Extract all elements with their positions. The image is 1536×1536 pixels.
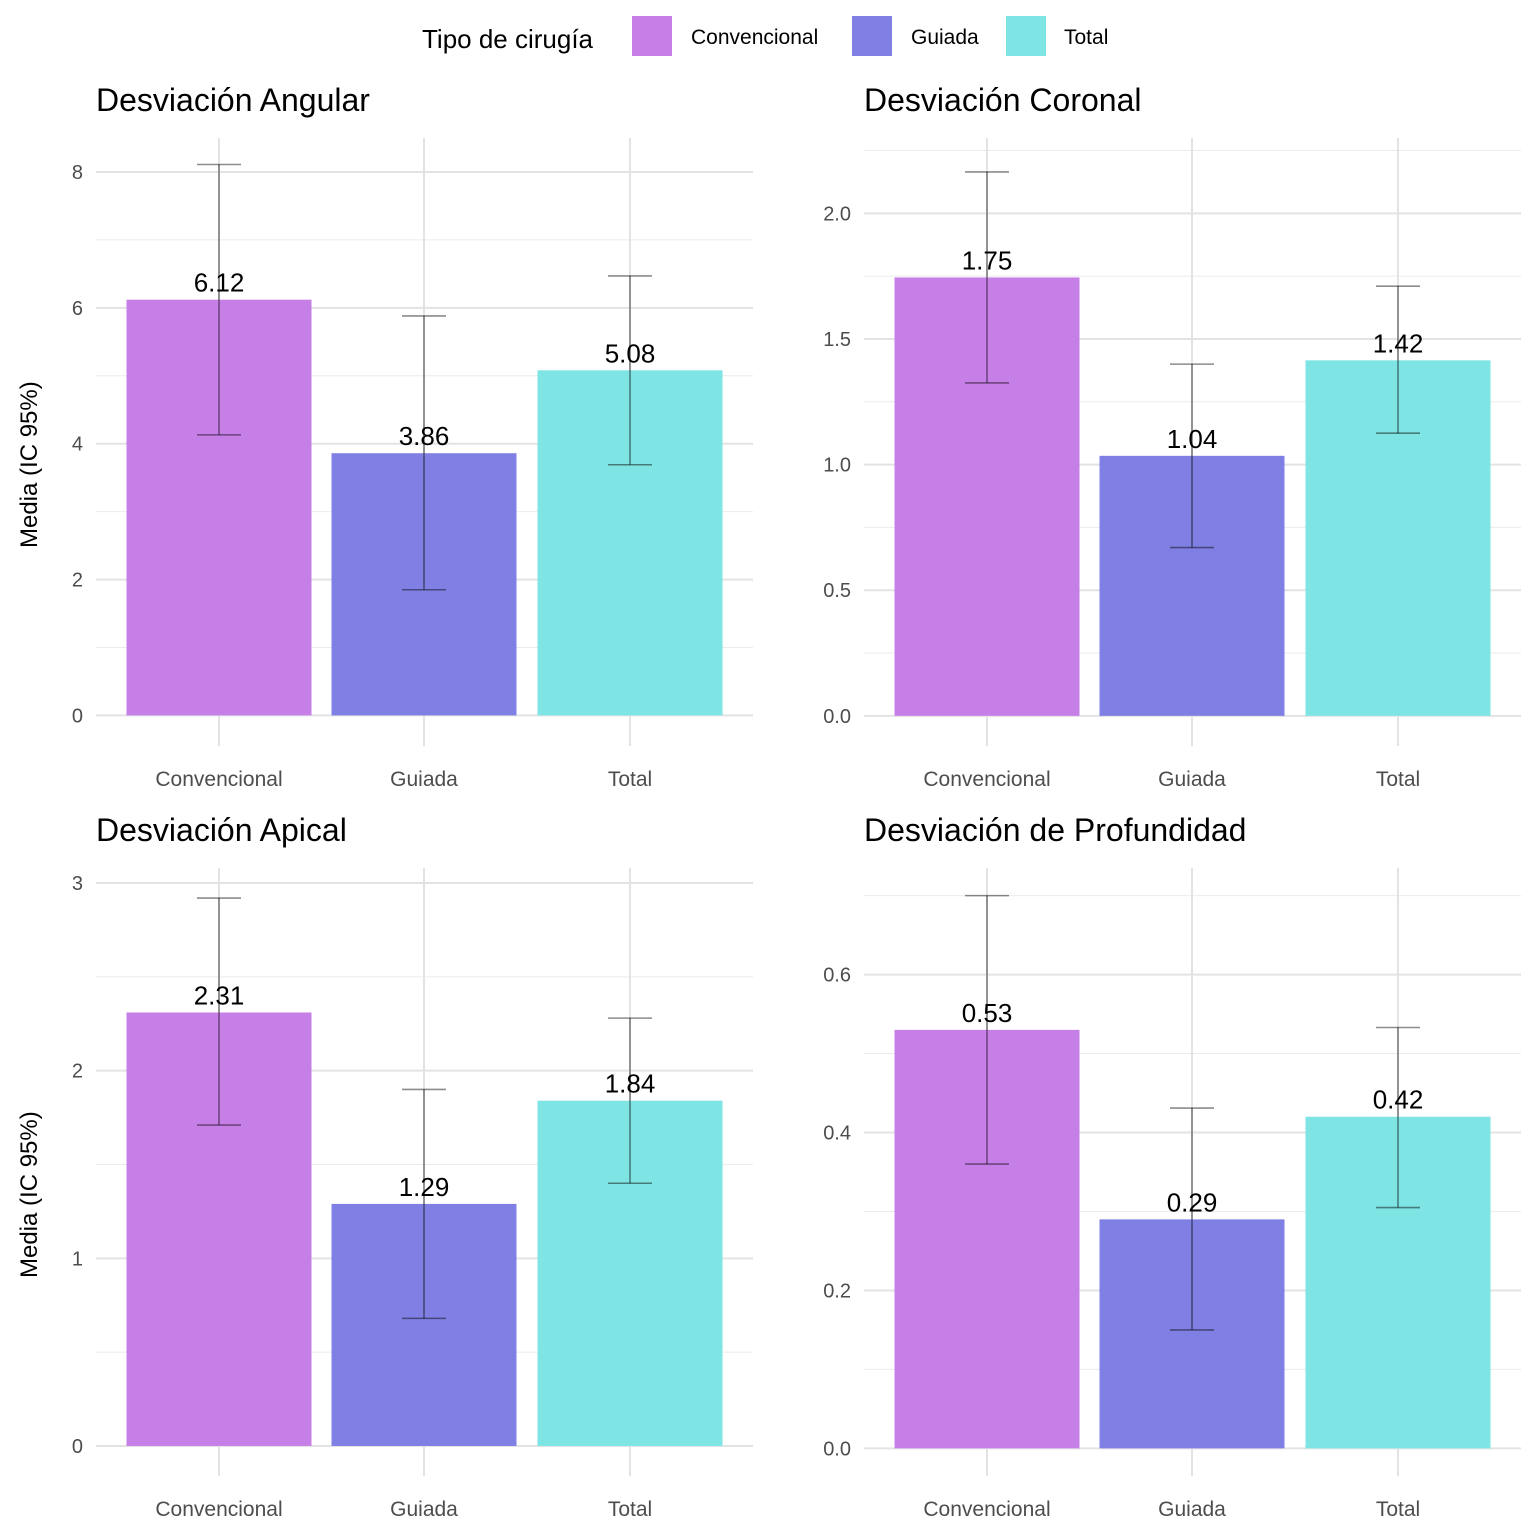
bar-total [1305,1116,1491,1449]
x-tick-label: Total [1376,768,1420,791]
x-tick-label: Convencional [155,1498,282,1521]
value-label: 1.29 [399,1172,450,1202]
panel-title: Desviación Apical [96,812,347,848]
error-bar [965,894,1009,1165]
y-tick-label: 1.0 [823,455,851,477]
bar-guiada [331,1203,517,1446]
error-bar [965,171,1009,384]
error-bar [197,897,241,1126]
y-tick-label: 0.6 [823,965,851,987]
plot-apical: 0 1 2 3 2.31 1.29 1.84 Convencional Guiada Total [72,868,753,1521]
value-label: 3.86 [399,421,450,451]
error-bar [608,275,652,466]
bar-convencional [894,1029,1080,1449]
legend: Tipo de cirugía Convencional Guiada Tota… [0,14,1536,62]
x-tick-label: Convencional [923,768,1050,791]
value-label: 5.08 [605,338,656,368]
panel-title: Desviación de Profundidad [864,812,1247,848]
error-bar [1170,1107,1214,1331]
bar-convencional [126,1012,312,1446]
y-tick-label: 0 [72,1436,83,1458]
x-tick-label: Guiada [390,768,458,791]
x-tick-label: Guiada [1158,768,1226,791]
legend-label-guiada: Guiada [911,26,979,49]
legend-label-total: Total [1064,26,1109,49]
y-tick-label: 1 [72,1248,83,1270]
legend-label-convencional: Convencional [691,26,819,49]
error-bar [608,1017,652,1185]
value-label: 0.42 [1373,1085,1424,1115]
y-tick-label: 2 [72,570,83,592]
plot-coronal: 0.0 0.5 1.0 1.5 2.0 1.75 1.04 1.42 Convencional G… [823,138,1521,791]
y-tick-label: 0.0 [823,1438,851,1460]
x-tick-label: Total [1376,1498,1420,1521]
y-tick-label: 2.0 [823,203,851,225]
x-tick-label: Convencional [923,1498,1050,1521]
y-tick-label: 0.4 [823,1123,851,1145]
plot-angular: 0 2 4 6 8 6.12 3.86 5.08 Convencional Guiada Total [72,138,753,791]
x-tick-label: Convencional [155,768,282,791]
x-tick-label: Guiada [390,1498,458,1521]
y-tick-label: 0.2 [823,1280,851,1302]
bar-total [537,370,723,716]
error-bar [402,1088,446,1320]
x-tick-label: Total [608,1498,652,1521]
panel-title: Desviación Angular [96,82,370,118]
bar-guiada [1099,455,1285,716]
panel-desviacion-apical: Desviación Apical Media (IC 95%) 0 1 2 3 2.3… [0,730,768,1521]
panel-desviacion-coronal: Desviación Coronal 0.0 0.5 1.0 1.5 2.0 1.75 1.… [768,0,1536,791]
y-tick-label: 3 [72,873,83,895]
y-tick-label: 0 [72,705,83,727]
value-label: 0.53 [962,998,1013,1028]
error-bar [1376,1026,1420,1209]
x-tick-label: Guiada [1158,1498,1226,1521]
legend-key-guiada [852,16,892,56]
value-label: 2.31 [194,980,245,1010]
bar-convencional [126,299,312,716]
y-tick-label: 8 [72,162,83,184]
y-tick-label: 0.0 [823,706,851,728]
error-bar [1170,363,1214,549]
value-label: 1.84 [605,1069,656,1099]
value-label: 0.29 [1167,1187,1218,1217]
legend-key-convencional [632,16,672,56]
bar-total [537,1100,723,1446]
bar-convencional [894,277,1080,716]
y-tick-label: 4 [72,434,83,456]
bar-total [1305,360,1491,716]
value-label: 1.75 [962,245,1013,275]
error-bar [197,163,241,436]
panel-title: Desviación Coronal [864,82,1142,118]
legend-key-total [1006,16,1046,56]
bar-guiada [1099,1219,1285,1449]
value-label: 1.04 [1167,424,1218,454]
panel-desviacion-profundidad: Desviación de Profundidad 0.0 0.2 0.4 0.6 0.… [768,730,1536,1521]
legend-title: Tipo de cirugía [422,24,594,54]
y-tick-label: 1.5 [823,329,851,351]
value-label: 1.42 [1373,328,1424,358]
x-tick-label: Total [608,768,652,791]
y-tick-label: 6 [72,298,83,320]
bar-guiada [331,453,517,716]
y-tick-label: 0.5 [823,580,851,602]
error-bar [402,315,446,591]
plot-profundidad: 0.0 0.2 0.4 0.6 0.53 0.29 0.42 Convencional Guia… [823,868,1521,1521]
y-tick-label: 2 [72,1061,83,1083]
error-bar [1376,285,1420,435]
value-label: 6.12 [194,268,245,298]
